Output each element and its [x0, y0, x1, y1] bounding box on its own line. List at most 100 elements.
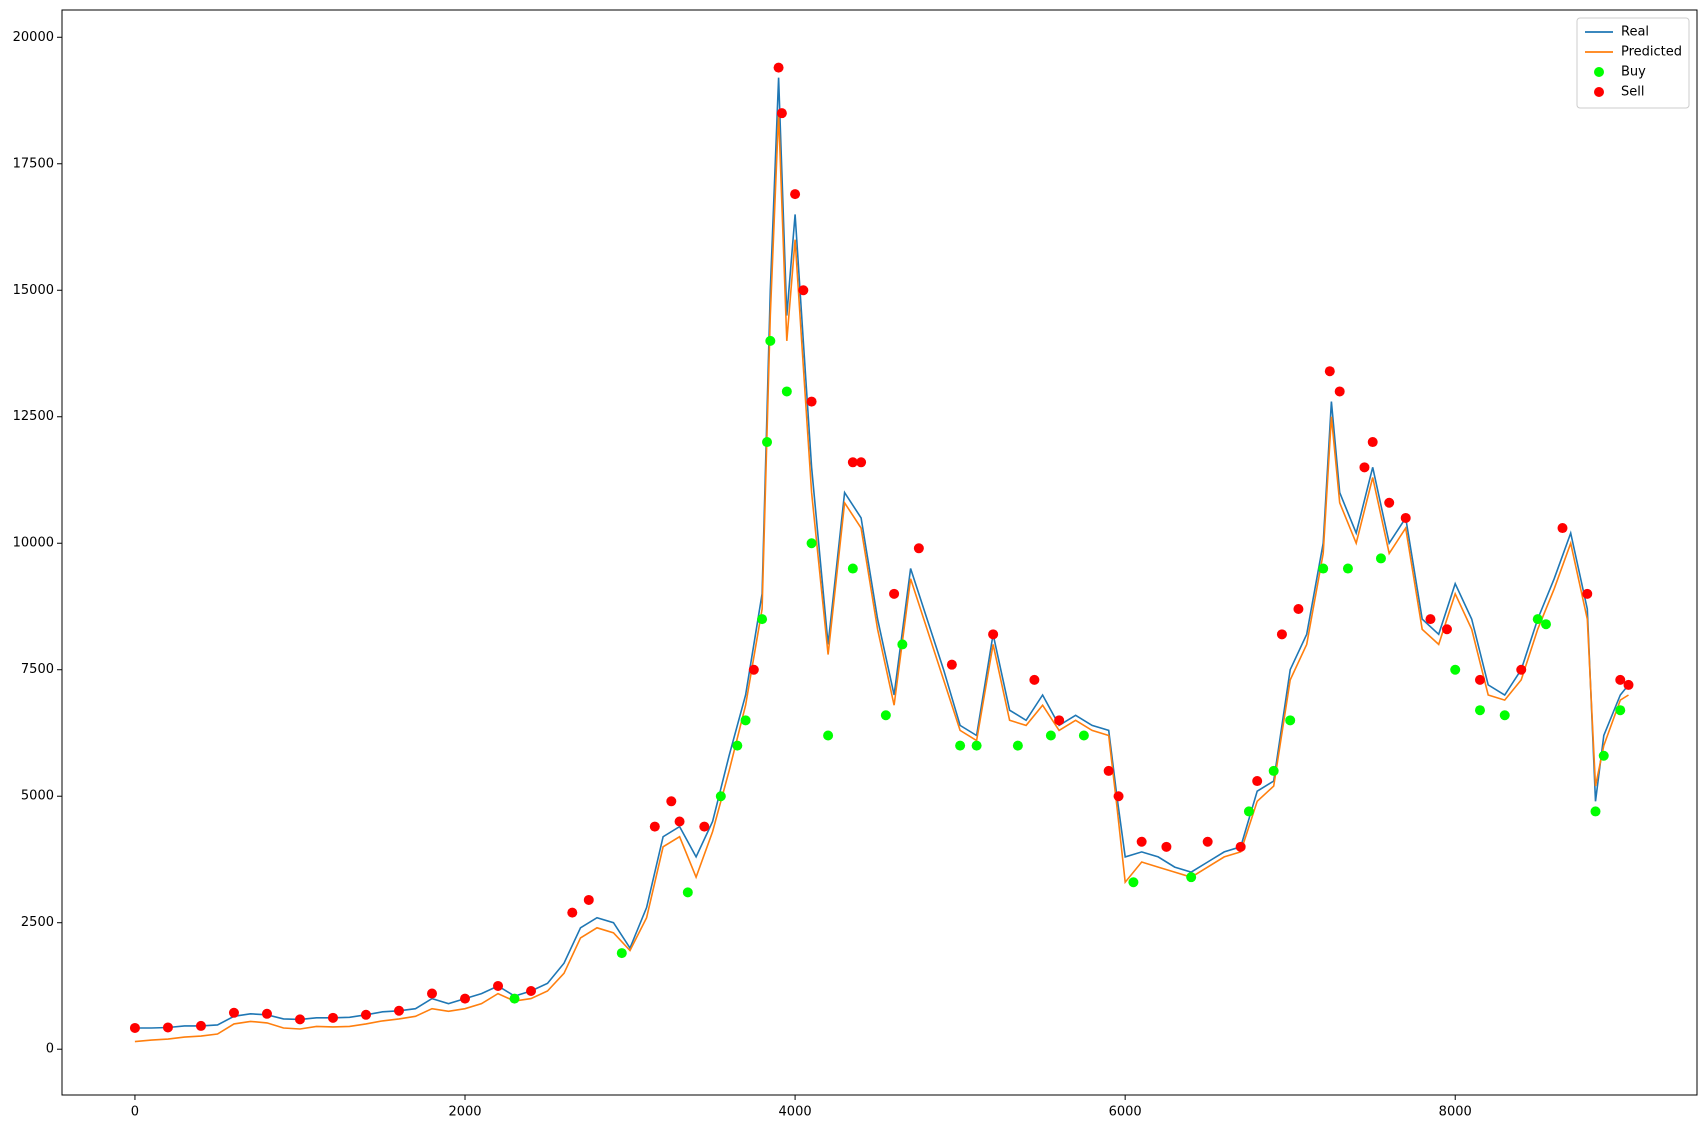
scatter-point: [806, 538, 817, 549]
scatter-point: [1103, 765, 1114, 776]
scatter-point: [1557, 523, 1568, 534]
scatter-point: [781, 386, 792, 397]
scatter-point: [1161, 841, 1172, 852]
scatter-point: [790, 189, 801, 200]
scatter-point: [773, 62, 784, 73]
scatter-point: [1441, 624, 1452, 635]
scatter-point: [1334, 386, 1345, 397]
scatter-point: [1285, 715, 1296, 726]
scatter-point: [889, 588, 900, 599]
scatter-point: [757, 614, 768, 625]
scatter-point: [1532, 614, 1543, 625]
scatter-point: [806, 396, 817, 407]
scatter-point: [1474, 705, 1485, 716]
scatter-point: [1375, 553, 1386, 564]
scatter-point: [493, 980, 504, 991]
legend-swatch: [1594, 67, 1604, 77]
scatter-point: [1324, 366, 1335, 377]
scatter-point: [1590, 806, 1601, 817]
scatter-point: [261, 1008, 272, 1019]
scatter-point: [1268, 765, 1279, 776]
scatter-point: [228, 1007, 239, 1018]
scatter-point: [1598, 750, 1609, 761]
plot-area: [129, 62, 1634, 1043]
scatter-point: [1318, 563, 1329, 574]
scatter-point: [195, 1020, 206, 1031]
y-tick-label: 5000: [21, 789, 54, 804]
scatter-point: [162, 1022, 173, 1033]
scatter-point: [294, 1014, 305, 1025]
x-tick-label: 6000: [1109, 1105, 1142, 1120]
scatter-point: [913, 543, 924, 554]
y-tick-label: 20000: [13, 30, 54, 45]
scatter-point: [1623, 679, 1634, 690]
scatter-point: [1615, 674, 1626, 685]
scatter-point: [748, 664, 759, 675]
scatter-point: [649, 821, 660, 832]
y-tick-label: 17500: [13, 156, 54, 171]
scatter-point: [327, 1012, 338, 1023]
scatter-point: [847, 457, 858, 468]
scatter-point: [1128, 877, 1139, 888]
scatter-point: [1425, 614, 1436, 625]
scatter-point: [699, 821, 710, 832]
y-tick-label: 2500: [21, 915, 54, 930]
scatter-point: [946, 659, 957, 670]
legend-label: Buy: [1621, 65, 1646, 80]
y-tick-label: 10000: [13, 536, 54, 551]
scatter-point: [1276, 629, 1287, 640]
scatter-point: [1252, 776, 1263, 787]
x-tick-label: 2000: [448, 1105, 481, 1120]
scatter-point: [567, 907, 578, 918]
scatter-point: [856, 457, 867, 468]
scatter-point: [732, 740, 743, 751]
scatter-point: [740, 715, 751, 726]
scatter-point: [1113, 791, 1124, 802]
plot-frame: [61, 9, 1698, 1096]
scatter-point: [897, 639, 908, 650]
scatter-point: [798, 285, 809, 296]
scatter-point: [1202, 836, 1213, 847]
scatter-point: [1342, 563, 1353, 574]
scatter-point: [776, 108, 787, 119]
scatter-point: [715, 791, 726, 802]
scatter-point: [129, 1022, 140, 1033]
legend-label: Real: [1621, 25, 1649, 40]
line-series: [134, 113, 1629, 1043]
scatter-point: [1540, 619, 1551, 630]
scatter-point: [1400, 512, 1411, 523]
scatter-point: [1293, 604, 1304, 615]
scatter-point: [823, 730, 834, 741]
scatter-point: [583, 894, 594, 905]
scatter-point: [880, 710, 891, 721]
legend: Real Predicted Buy Sell: [1576, 17, 1690, 109]
x-tick-label: 8000: [1439, 1105, 1472, 1120]
scatter-point: [1186, 872, 1197, 883]
scatter-point: [847, 563, 858, 574]
legend-swatch: [1594, 87, 1604, 97]
y-tick-label: 12500: [13, 409, 54, 424]
x-tick-label: 0: [131, 1105, 139, 1120]
legend-label: Sell: [1621, 85, 1644, 100]
scatter-point: [526, 986, 537, 997]
y-tick-label: 15000: [13, 283, 54, 298]
scatter-point: [1243, 806, 1254, 817]
scatter-point: [509, 993, 520, 1004]
scatter-point: [971, 740, 982, 751]
scatter-point: [1474, 674, 1485, 685]
scatter-point: [1450, 664, 1461, 675]
y-tick-label: 0: [46, 1042, 54, 1057]
scatter-point: [666, 796, 677, 807]
scatter-point: [1029, 674, 1040, 685]
scatter-point: [1235, 841, 1246, 852]
legend-box: [1576, 17, 1690, 109]
x-tick-label: 4000: [779, 1105, 812, 1120]
scatter-point: [765, 335, 776, 346]
scatter-point: [1359, 462, 1370, 473]
scatter-point: [1078, 730, 1089, 741]
scatter-point: [394, 1005, 405, 1016]
scatter-point: [1615, 705, 1626, 716]
scatter-point: [1582, 588, 1593, 599]
scatter-point: [1499, 710, 1510, 721]
